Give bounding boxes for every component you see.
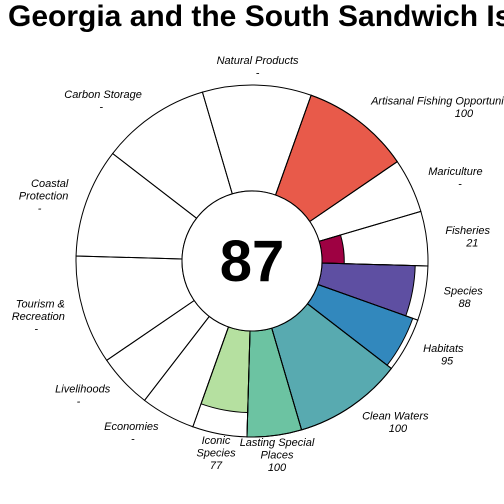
- goal-label-natural-products: Natural Products -: [217, 55, 299, 80]
- goal-label-fisheries: Fisheries 21: [445, 225, 490, 250]
- overall-score: 87: [220, 229, 285, 294]
- goal-label-tourism-recreation: Tourism & Recreation -: [12, 298, 65, 335]
- goal-label-iconic-species: Iconic Species 77: [196, 435, 236, 472]
- goal-label-artisanal-fishing-opportunities: Artisanal Fishing Opportunities100: [370, 95, 504, 120]
- goal-labels-layer: Natural Products - Artisanal Fishing Oppor…: [12, 55, 504, 474]
- goal-label-clean-waters: Clean Waters 100: [362, 411, 429, 436]
- goal-label-lasting-special-places: Lasting Special Places 100: [240, 437, 315, 474]
- goal-label-coastal-protection: Coastal Protection -: [19, 178, 69, 215]
- chart-title: Georgia and the South Sandwich Is: [8, 0, 504, 33]
- petal-outline-coastal-protection: [75, 152, 198, 260]
- petal-outline-carbon-storage: [111, 91, 233, 219]
- center-circle: [181, 190, 323, 332]
- goal-label-mariculture: Mariculture -: [428, 166, 482, 191]
- goal-label-habitats: Habitats 95: [423, 343, 464, 368]
- petal-fisheries: [318, 234, 345, 265]
- goal-label-economies: Economies -: [104, 421, 159, 446]
- petal-outline-livelihoods: [106, 299, 210, 402]
- goal-label-carbon-storage: Carbon Storage -: [64, 89, 142, 114]
- goal-label-livelihoods: Livelihoods -: [55, 384, 111, 409]
- goal-label-species: Species 88: [444, 286, 484, 311]
- petal-iconic-species: [200, 326, 251, 414]
- petal-outline-tourism-recreation: [75, 255, 195, 362]
- petal-artisanal-fishing-opportunities: [274, 94, 398, 223]
